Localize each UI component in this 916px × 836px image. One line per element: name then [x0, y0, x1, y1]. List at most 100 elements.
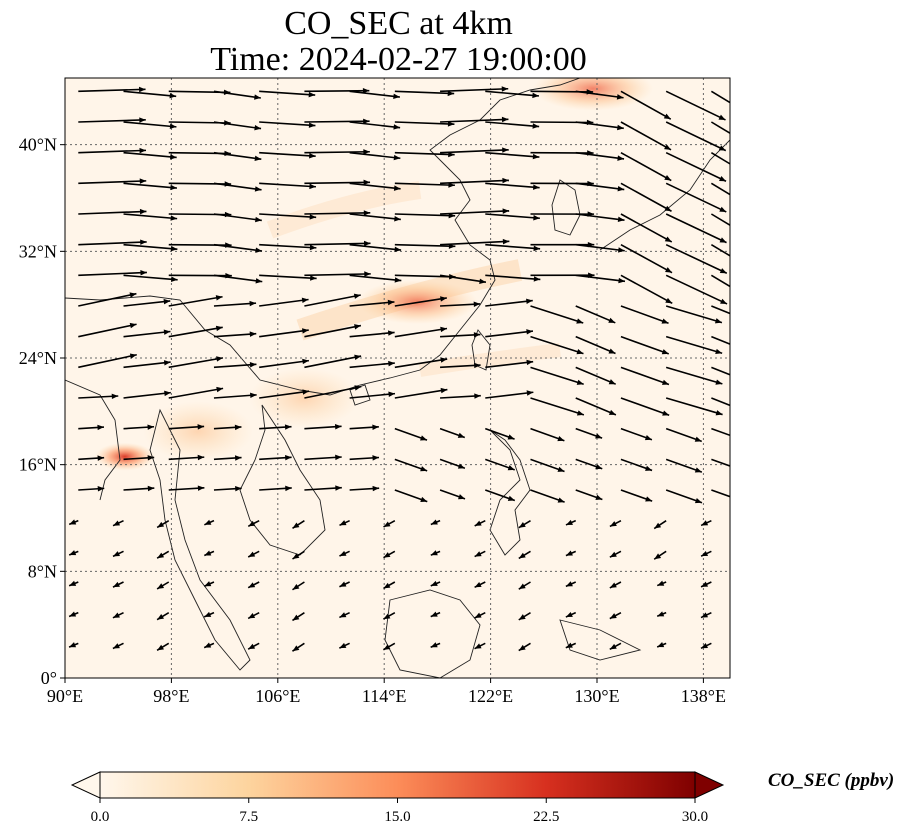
wind-arrow — [665, 305, 723, 324]
wind-arrow — [168, 424, 205, 430]
lon-tick-label: 130°E — [574, 686, 619, 706]
wind-arrow — [123, 151, 177, 160]
wind-arrow — [247, 581, 260, 589]
wind-arrow — [485, 298, 533, 307]
wind-arrow — [78, 178, 147, 185]
colorbar-tick-label: 30.0 — [682, 809, 708, 825]
wind-arrow — [213, 182, 262, 192]
wind-arrow — [349, 182, 401, 191]
wind-arrow — [78, 424, 105, 431]
wind-arrow — [485, 359, 534, 369]
wind-arrow — [700, 611, 712, 619]
wind-arrow — [710, 274, 730, 288]
wind-arrow — [665, 335, 723, 355]
wind-arrow — [440, 332, 481, 338]
wind-arrow — [259, 328, 309, 338]
wind-arrow — [485, 243, 541, 252]
wind-arrow — [518, 581, 531, 590]
wind-arrow — [213, 362, 257, 369]
wind-arrow — [710, 121, 730, 135]
wind-arrow — [247, 611, 260, 620]
wind-arrow — [474, 550, 486, 558]
wind-arrow — [394, 427, 428, 441]
wind-arrow — [430, 550, 441, 556]
wind-arrow — [349, 151, 401, 161]
wind-arrow — [213, 213, 262, 223]
wind-arrow — [383, 642, 396, 651]
wind-arrow — [349, 90, 400, 100]
wind-arrow — [304, 179, 371, 186]
wind-arrow — [620, 274, 673, 305]
taiwan-outline — [471, 329, 491, 371]
wind-arrow — [700, 642, 712, 650]
wind-arrow — [304, 240, 371, 247]
korea-outline — [551, 179, 581, 236]
wind-arrow — [711, 489, 730, 498]
wind-arrow — [710, 151, 730, 165]
wind-arrow — [394, 387, 448, 399]
wind-arrow — [156, 642, 170, 652]
wind-arrow — [123, 298, 171, 307]
wind-arrow — [304, 354, 362, 369]
wind-arrow — [518, 611, 531, 621]
wind-arrow — [656, 642, 667, 648]
lat-tick-label: 32°N — [19, 241, 57, 261]
wind-arrow — [711, 427, 730, 437]
lon-tick-label: 90°E — [47, 686, 83, 706]
wind-arrow — [123, 455, 155, 461]
wind-arrow — [304, 149, 370, 155]
lat-tick-label: 16°N — [19, 455, 57, 475]
wind-arrow — [78, 208, 147, 215]
wind-arrow — [620, 489, 653, 502]
wind-arrow — [78, 117, 146, 123]
wind-arrow — [123, 243, 178, 252]
wind-arrow — [620, 213, 673, 243]
wind-arrow — [259, 297, 309, 307]
wind-arrow — [203, 642, 215, 649]
wind-arrow — [711, 335, 730, 345]
lon-tick-label: 98°E — [153, 686, 189, 706]
wind-arrow — [78, 322, 137, 338]
wind-arrow — [609, 611, 622, 620]
wind-arrow — [665, 397, 723, 416]
wind-arrow — [168, 356, 224, 369]
wind-arrow — [123, 90, 177, 99]
wind-arrow — [530, 427, 565, 442]
wind-arrow — [620, 397, 670, 416]
wind-arrow — [78, 486, 105, 492]
wind-arrow — [485, 458, 515, 471]
wind-arrow — [440, 147, 509, 154]
wind-arrow — [485, 274, 541, 282]
wind-arrow — [620, 305, 669, 324]
wind-arrow — [304, 385, 362, 399]
wind-arrow — [653, 519, 667, 530]
colorbar-label: CO_SEC (ppbv) — [768, 770, 895, 791]
wind-arrow — [156, 611, 170, 621]
wind-arrow — [485, 329, 534, 338]
wind-arrow — [123, 329, 171, 338]
wind-arrow — [665, 243, 728, 275]
wind-arrow — [620, 151, 672, 182]
wind-arrow — [711, 305, 730, 315]
new-guinea-outline — [559, 619, 642, 661]
map-axes: 90°E 98°E 106°E 114°E 122°E 130°E 138°E 0° 8°N 16… — [19, 135, 726, 706]
philippines-outline — [489, 429, 531, 556]
colorbar-tick-label: 15.0 — [384, 809, 410, 825]
wind-arrow — [112, 611, 124, 619]
wind-arrow — [292, 550, 305, 560]
wind-arrow — [485, 182, 540, 190]
wind-arrow — [485, 121, 540, 129]
wind-arrow — [349, 360, 395, 369]
wind-arrow — [213, 455, 242, 461]
wind-arrow — [665, 489, 703, 504]
wind-arrow — [575, 366, 617, 385]
wind-arrow — [123, 424, 155, 430]
wind-arrow — [78, 239, 147, 246]
wind-arrow — [485, 390, 534, 399]
wind-arrow — [609, 642, 622, 651]
wind-arrow — [123, 485, 155, 492]
wind-arrow — [168, 295, 223, 307]
wind-arrow — [304, 118, 370, 125]
wind-arrow — [711, 397, 730, 407]
